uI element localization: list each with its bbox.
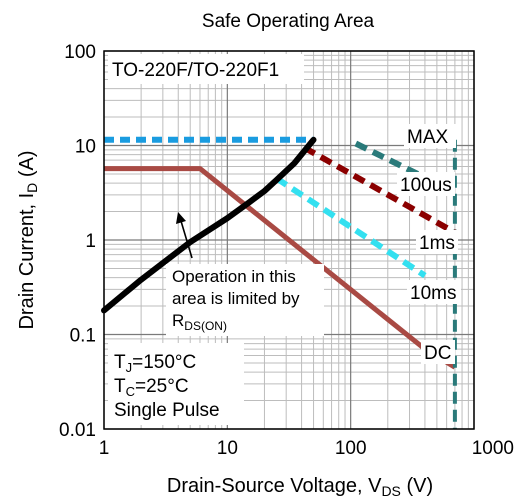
curve-label-bg-max <box>404 124 456 148</box>
curve-label-bg-100us <box>397 172 455 196</box>
x-tick-label: 100 <box>335 438 367 459</box>
y-tick-label: 0.1 <box>70 326 96 347</box>
series-rds-on-limit <box>101 136 317 314</box>
curve-label-bg-dc <box>421 340 455 364</box>
x-tick-label: 1000 <box>472 438 514 459</box>
x-axis-label: Drain-Source Voltage, VDS (V) <box>167 475 433 499</box>
package-label-box <box>108 54 304 84</box>
rds-arrow-head <box>176 212 186 224</box>
curve-labels: MAX 100us 1ms 10ms DC <box>397 124 461 364</box>
curve-label-max: MAX <box>407 127 449 148</box>
x-tick-label: 1 <box>99 438 110 459</box>
curve-label-100us: 100us <box>400 175 452 196</box>
y-tick-label: 10 <box>75 137 96 158</box>
curve-label-bg-10ms <box>407 280 461 304</box>
rds-annotation-line: area is limited by <box>172 289 300 308</box>
curve-label-bg-1ms <box>416 230 458 254</box>
rds-annotation-symbol: RDS(ON) <box>172 311 227 333</box>
x-axis-label-text: Drain-Source Voltage, VDS (V) <box>167 475 433 499</box>
x-tick-label: 10 <box>217 438 238 459</box>
ticks: 1 10 100 1000 100 10 1 0.1 0.01 <box>59 42 514 459</box>
curve-label-10ms: 10ms <box>410 283 456 304</box>
y-axis-label: Drain Current, ID (A) <box>16 150 40 329</box>
condition-line: TC=25°C <box>114 376 189 399</box>
y-tick-label: 1 <box>85 231 96 252</box>
curve-label-dc: DC <box>424 343 451 364</box>
series-10ms <box>274 175 427 279</box>
y-axis-label-text: Drain Current, ID (A) <box>16 150 40 329</box>
condition-line: Single Pulse <box>114 400 220 421</box>
y-tick-label: 0.01 <box>59 420 96 441</box>
chart-title: Safe Operating Area <box>202 11 375 32</box>
condition-line: TJ=150°C <box>114 352 196 375</box>
rds-annotation-line: Operation in this <box>172 267 296 286</box>
y-tick-label: 100 <box>64 42 96 63</box>
curve-label-1ms: 1ms <box>419 233 455 254</box>
conditions-box <box>108 343 244 425</box>
series-1ms <box>302 144 457 236</box>
rds-annotation: Operation in this area is limited by RDS(O… <box>172 267 300 333</box>
rds-annotation-box <box>166 264 324 336</box>
rds-arrow-shaft <box>180 220 193 259</box>
package-label: TO-220F/TO-220F1 <box>112 60 279 81</box>
plot-frame <box>103 50 475 430</box>
